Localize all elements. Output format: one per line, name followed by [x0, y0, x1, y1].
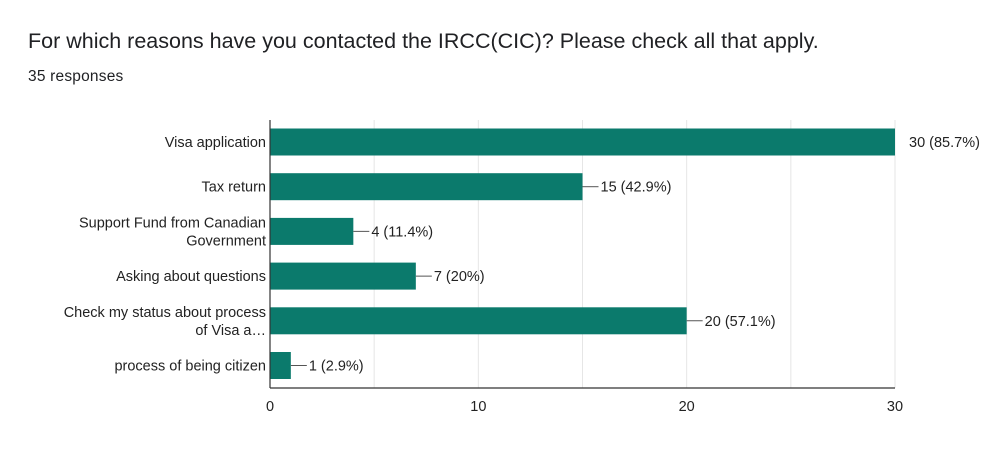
- bar: [270, 128, 895, 156]
- x-tick-label: 10: [470, 399, 486, 415]
- bar: [270, 173, 583, 201]
- question-title: For which reasons have you contacted the…: [28, 29, 819, 53]
- x-tick-label: 30: [887, 399, 903, 415]
- bar: [270, 217, 354, 245]
- category-label: Tax return: [202, 180, 266, 196]
- response-count: 35 responses: [28, 68, 124, 85]
- data-label: 20 (57.1%): [705, 314, 776, 330]
- category-label: Support Fund from Canadian: [79, 215, 266, 231]
- bar: [270, 352, 291, 379]
- bar: [270, 262, 416, 290]
- x-tick-label: 20: [679, 399, 695, 415]
- data-label: 30 (85.7%): [909, 135, 980, 151]
- bar: [270, 307, 687, 335]
- data-label: 15 (42.9%): [601, 180, 672, 196]
- category-label: of Visa a…: [195, 323, 266, 339]
- category-label: Asking about questions: [116, 269, 266, 285]
- category-label: Check my status about process: [64, 305, 266, 321]
- data-label: 1 (2.9%): [309, 359, 364, 375]
- category-label: Visa application: [165, 135, 266, 151]
- category-label: process of being citizen: [114, 359, 266, 375]
- data-label: 7 (20%): [434, 269, 485, 285]
- category-label: Government: [186, 233, 266, 249]
- x-tick-label: 0: [266, 399, 274, 415]
- data-label: 4 (11.4%): [371, 224, 433, 240]
